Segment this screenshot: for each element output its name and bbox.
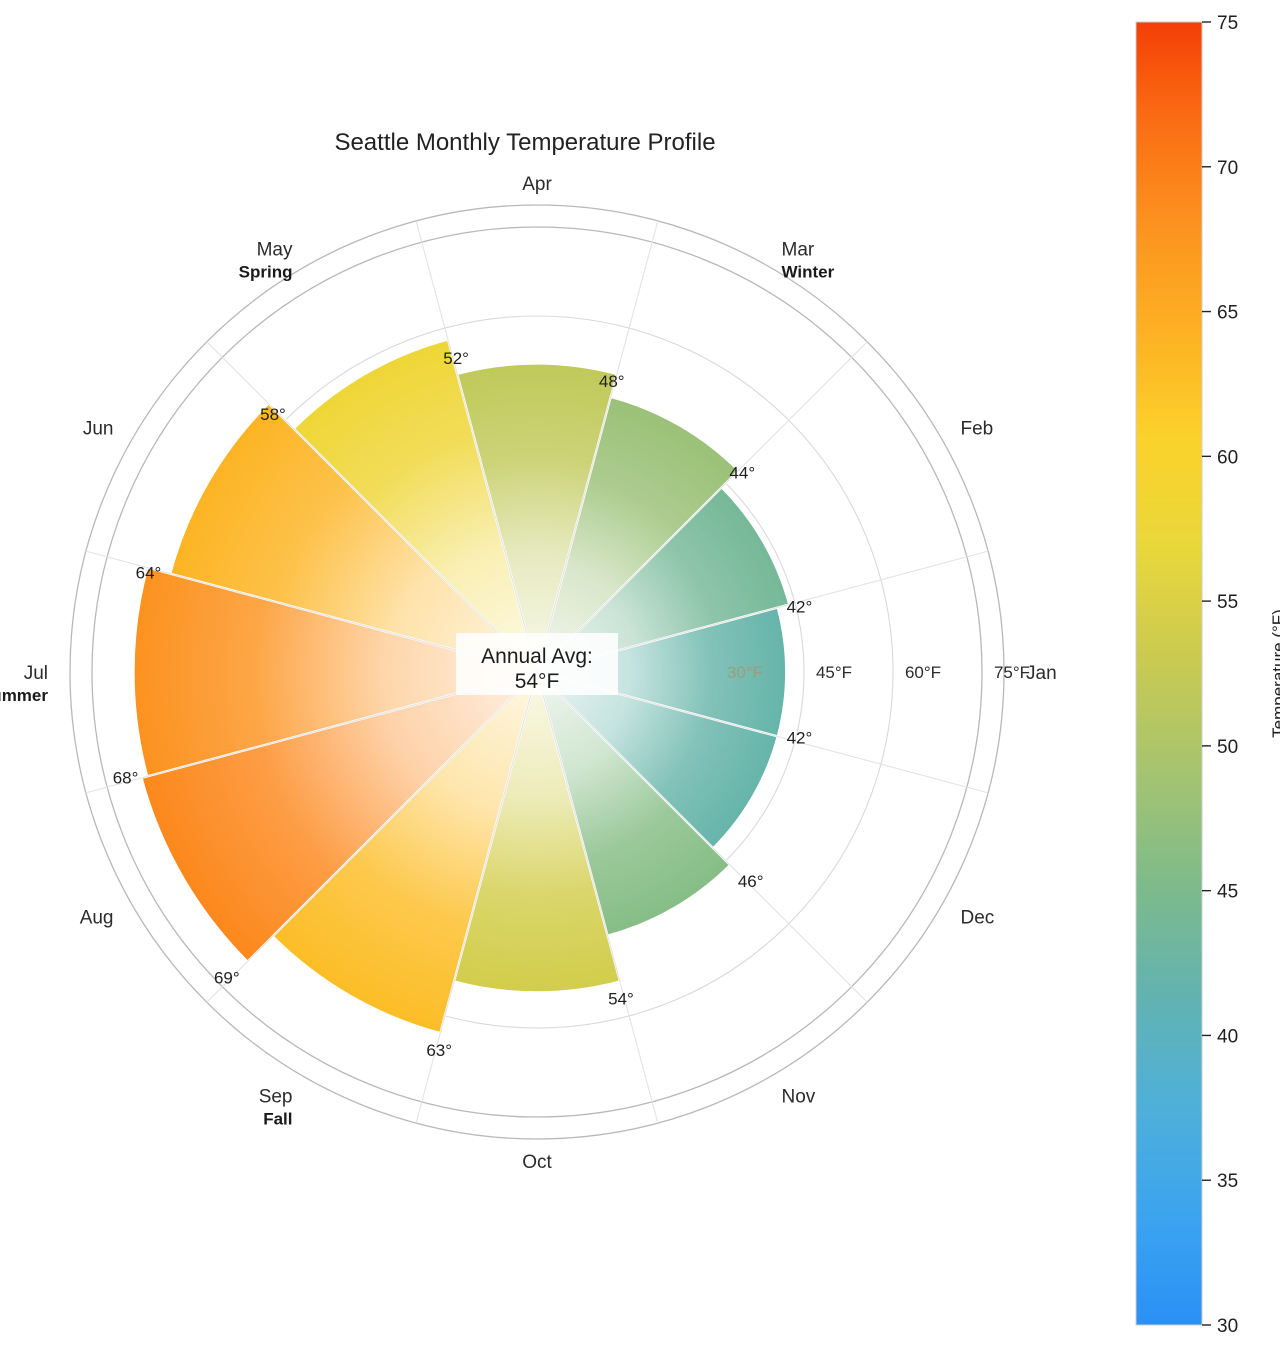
- grid-spoke-1: [536, 341, 868, 673]
- sector-feb[interactable]: [535, 486, 791, 674]
- sector-jan[interactable]: [535, 606, 788, 738]
- month-label-jun: Jun: [83, 419, 114, 440]
- grid-spoke-4: [206, 341, 538, 673]
- month-label-jul: Jul: [24, 663, 48, 684]
- value-label-may: 58°: [260, 405, 286, 424]
- value-label-oct: 54°: [608, 989, 634, 1008]
- grid-spoke-3: [415, 220, 538, 673]
- colorbar-tick-label-35: 35: [1217, 1171, 1238, 1192]
- value-label-feb: 44°: [729, 464, 755, 483]
- radial-tick-30: 30°F: [727, 663, 763, 682]
- value-label-dec: 42°: [787, 729, 813, 748]
- month-label-may: May: [257, 240, 293, 261]
- sector-apr[interactable]: [456, 362, 618, 674]
- colorbar-axis-label: Temperature (°F): [1269, 609, 1280, 738]
- annual-average-line2: 54°F: [515, 670, 560, 693]
- season-labels: Winter Spring Summer Fall: [0, 263, 835, 1129]
- sector-oct[interactable]: [452, 670, 622, 994]
- month-label-nov: Nov: [782, 1086, 816, 1107]
- value-labels: 42° 44° 48° 52° 58° 64° 68° 69° 63° 54° 46° 42°: [113, 349, 813, 1060]
- sector-nov[interactable]: [535, 670, 732, 937]
- colorbar-tick-label-30: 30: [1217, 1316, 1238, 1337]
- sector-jun[interactable]: [169, 402, 539, 674]
- season-label-spring: Spring: [239, 263, 293, 282]
- month-label-sep: Sep: [259, 1086, 293, 1107]
- grid-ring-75: [91, 226, 983, 1118]
- radial-tick-45: 45°F: [816, 663, 852, 682]
- month-label-mar: Mar: [782, 240, 815, 261]
- month-label-jan: Jan: [1026, 663, 1057, 684]
- season-label-winter: Winter: [782, 263, 835, 282]
- polar-sectors: [132, 338, 791, 1035]
- month-label-dec: Dec: [960, 908, 994, 929]
- sector-dec[interactable]: [535, 670, 779, 850]
- colorbar-tick-label-50: 50: [1217, 737, 1238, 758]
- sector-mar[interactable]: [535, 395, 740, 674]
- grid-spoke-10: [536, 671, 868, 1003]
- sector-aug[interactable]: [140, 670, 539, 963]
- colorbar-gradient[interactable]: [1135, 21, 1203, 1326]
- sector-jul[interactable]: [132, 566, 539, 778]
- month-label-feb: Feb: [960, 419, 993, 440]
- colorbar: 30 35 40 45 50 55 60 65 70 75 Temperature (°F): [1135, 13, 1280, 1337]
- season-label-summer: Summer: [0, 686, 48, 705]
- sector-may[interactable]: [292, 338, 539, 674]
- annual-average-box: [456, 633, 618, 695]
- polar-spokes: [85, 220, 989, 1124]
- colorbar-tick-label-40: 40: [1217, 1026, 1238, 1047]
- colorbar-tick-label-55: 55: [1217, 592, 1238, 613]
- value-label-apr: 52°: [443, 349, 469, 368]
- sector-sep[interactable]: [271, 670, 539, 1035]
- value-label-jul: 68°: [113, 768, 139, 787]
- colorbar-tick-label-75: 75: [1217, 13, 1238, 34]
- month-labels: Jan Feb Mar Apr May Jun Jul Aug Sep Oct Nov Dec: [24, 174, 1057, 1173]
- grid-spoke-2: [536, 220, 659, 673]
- center-annotation: Annual Avg:54°F: [456, 633, 618, 695]
- value-label-aug: 69°: [214, 968, 240, 987]
- annual-average-line1: Annual Avg:: [481, 645, 593, 668]
- colorbar-tick-label-45: 45: [1217, 882, 1238, 903]
- grid-ring-outer-boundary: [69, 204, 1005, 1140]
- season-label-fall: Fall: [263, 1109, 292, 1128]
- colorbar-tick-label-65: 65: [1217, 303, 1238, 324]
- month-label-aug: Aug: [80, 908, 114, 929]
- value-label-nov: 46°: [738, 872, 764, 891]
- month-label-oct: Oct: [522, 1152, 552, 1173]
- radial-tick-75: 75°F: [994, 663, 1030, 682]
- value-label-jun: 64°: [136, 564, 162, 583]
- chart-title: Seattle Monthly Temperature Profile: [334, 129, 715, 156]
- radial-tick-labels: 30°F 45°F 60°F 75°F: [727, 663, 1030, 682]
- colorbar-tick-label-60: 60: [1217, 447, 1238, 468]
- month-label-apr: Apr: [522, 174, 552, 195]
- grid-spoke-7: [206, 671, 538, 1003]
- value-label-sep: 63°: [426, 1041, 452, 1060]
- value-label-jan: 42°: [787, 597, 813, 616]
- radial-tick-60: 60°F: [905, 663, 941, 682]
- grid-spoke-9: [536, 671, 659, 1124]
- colorbar-tick-label-70: 70: [1217, 158, 1238, 179]
- value-label-mar: 48°: [599, 372, 625, 391]
- grid-spoke-8: [415, 671, 538, 1124]
